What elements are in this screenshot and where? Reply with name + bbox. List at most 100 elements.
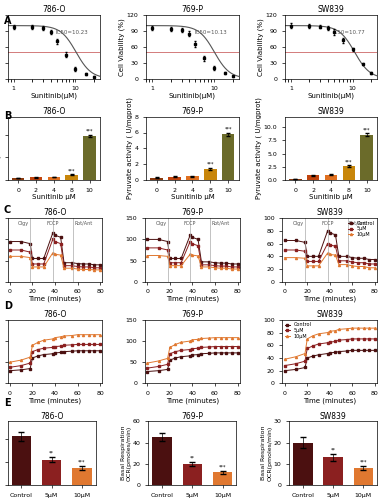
10μM: [333, 252, 338, 258]
Text: ***: ***: [207, 162, 214, 167]
5μM: [179, 260, 183, 266]
5μM: [367, 261, 371, 267]
10μM: [350, 325, 355, 331]
5μM: [58, 240, 63, 246]
10μM: [361, 264, 366, 270]
5μM: [42, 345, 46, 351]
5μM: [188, 238, 192, 244]
Text: IC50=10.77: IC50=10.77: [333, 30, 366, 35]
5μM: [294, 247, 298, 253]
10μM: [70, 265, 74, 271]
Control: [356, 256, 360, 262]
5μM: [30, 261, 35, 267]
5μM: [19, 247, 24, 253]
10μM: [333, 328, 338, 334]
10μM: [199, 336, 204, 342]
5μM: [86, 342, 91, 347]
Text: Olgy: Olgy: [18, 221, 29, 226]
10μM: [168, 344, 172, 350]
5μM: [8, 364, 12, 370]
10μM: [207, 264, 211, 270]
Text: Rot/Ant: Rot/Ant: [74, 221, 93, 226]
Line: Control: Control: [9, 232, 101, 266]
10μM: [165, 254, 170, 260]
5μM: [53, 344, 57, 349]
Title: 769-P: 769-P: [181, 412, 203, 420]
Control: [81, 348, 85, 354]
5μM: [75, 264, 80, 270]
5μM: [336, 258, 341, 264]
10μM: [218, 265, 223, 271]
Control: [19, 367, 24, 373]
Control: [373, 256, 377, 262]
5μM: [70, 262, 74, 268]
10μM: [325, 330, 330, 336]
Control: [336, 348, 341, 354]
Text: ***: ***: [68, 168, 75, 173]
Control: [30, 256, 35, 262]
Control: [207, 350, 211, 356]
Line: 5μM: 5μM: [283, 242, 376, 265]
Control: [316, 254, 321, 260]
Control: [235, 350, 240, 356]
5μM: [8, 247, 12, 253]
10μM: [165, 356, 170, 362]
5μM: [62, 342, 66, 348]
5μM: [333, 338, 338, 344]
10μM: [62, 333, 66, 339]
5μM: [230, 344, 234, 349]
X-axis label: Time (minutes): Time (minutes): [29, 296, 82, 302]
Control: [224, 260, 229, 266]
10μM: [50, 336, 55, 342]
Control: [196, 236, 200, 242]
Control: [58, 234, 63, 240]
10μM: [207, 335, 211, 341]
5μM: [282, 362, 287, 368]
Control: [70, 348, 74, 354]
Text: A: A: [4, 16, 11, 26]
Bar: [325, 175, 337, 180]
Control: [213, 350, 217, 356]
Text: **: **: [331, 448, 336, 453]
Control: [8, 238, 12, 244]
10μM: [53, 251, 57, 257]
Bar: [72, 468, 91, 485]
Control: [173, 256, 178, 262]
Control: [168, 256, 172, 262]
5μM: [28, 249, 32, 255]
Control: [361, 256, 366, 262]
10μM: [311, 263, 315, 269]
5μM: [303, 358, 307, 364]
10μM: [42, 264, 46, 270]
5μM: [30, 348, 35, 354]
5μM: [92, 342, 97, 347]
Bar: [150, 178, 163, 180]
Text: Rot/Ant: Rot/Ant: [349, 221, 367, 226]
Control: [145, 236, 150, 242]
10μM: [42, 337, 46, 343]
10μM: [235, 334, 240, 340]
10μM: [350, 263, 355, 269]
Control: [190, 234, 195, 240]
10μM: [316, 263, 321, 269]
Line: Control: Control: [9, 350, 101, 372]
10μM: [303, 256, 307, 262]
5μM: [145, 365, 150, 371]
Bar: [168, 176, 181, 180]
10μM: [36, 340, 40, 345]
10μM: [156, 252, 161, 258]
5μM: [373, 261, 377, 267]
Line: 5μM: 5μM: [146, 240, 239, 268]
5μM: [328, 339, 332, 345]
10μM: [62, 265, 66, 271]
Bar: [182, 464, 202, 485]
Control: [188, 353, 192, 359]
10μM: [173, 342, 178, 347]
5μM: [350, 259, 355, 265]
Bar: [343, 166, 355, 180]
5μM: [294, 360, 298, 366]
10μM: [294, 254, 298, 260]
Control: [75, 260, 80, 266]
5μM: [156, 245, 161, 251]
Control: [282, 238, 287, 244]
